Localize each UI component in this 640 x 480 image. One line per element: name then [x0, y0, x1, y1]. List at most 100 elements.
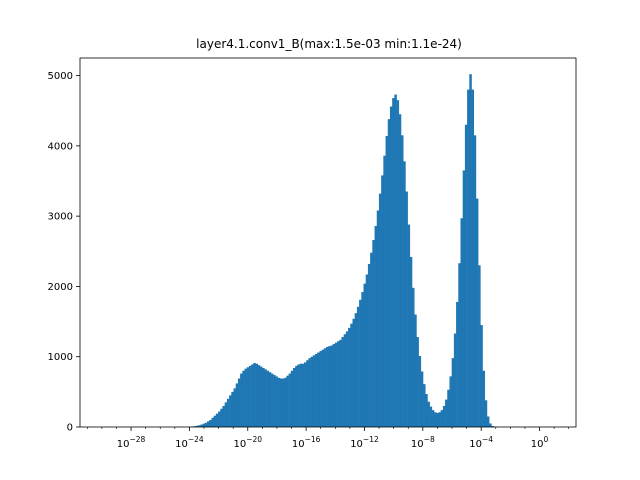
histogram-bar	[405, 191, 408, 427]
histogram-bar	[273, 374, 276, 427]
histogram-bar	[317, 352, 320, 427]
histogram-bar	[403, 161, 406, 427]
histogram-bar	[277, 377, 281, 427]
histogram-bar	[341, 337, 344, 427]
histogram-bar	[348, 327, 351, 427]
histogram-bar	[359, 299, 362, 427]
y-tick-label: 1000	[48, 352, 73, 363]
histogram-bar	[255, 363, 259, 427]
histogram-bar	[284, 377, 287, 427]
x-tick-label: 10−12	[350, 435, 379, 450]
histogram-bar	[257, 365, 261, 427]
histogram-bar	[431, 410, 435, 427]
histogram-bar	[326, 346, 329, 427]
histogram-bar	[473, 135, 477, 427]
histogram-bar	[361, 292, 364, 427]
histogram-bar	[409, 256, 413, 427]
histogram-bar	[480, 325, 483, 427]
histogram-bar	[372, 240, 375, 427]
histogram-bar	[434, 412, 437, 427]
y-tick-label: 3000	[48, 212, 73, 223]
histogram-bar	[363, 283, 367, 427]
histogram-bar	[423, 384, 426, 427]
histogram-bar	[193, 426, 197, 427]
histogram-bar	[237, 378, 241, 427]
y-axis: 0 1000 2000 3000 4000 5000	[48, 71, 80, 434]
histogram-bar	[440, 410, 444, 427]
chart-title: layer4.1.conv1_B(max:1.5e-03 min:1.1e-24…	[196, 37, 462, 51]
histogram-bar	[198, 425, 201, 427]
histogram-bar	[352, 318, 355, 427]
histogram-bar	[350, 323, 353, 427]
histogram-bar	[398, 114, 402, 427]
histogram-bar	[310, 356, 314, 427]
histogram-bar	[442, 405, 446, 427]
histogram-bar	[471, 89, 475, 427]
histogram-bar	[290, 370, 294, 427]
histogram-bar	[436, 412, 439, 427]
histogram-bar	[387, 119, 391, 428]
histogram-bar	[449, 376, 452, 427]
histogram-bar	[400, 135, 404, 427]
histogram-bar	[467, 89, 470, 427]
plot-frame	[79, 57, 577, 428]
histogram-bar	[202, 423, 206, 427]
histogram-bar	[389, 106, 393, 427]
x-tick-label: 10−20	[233, 435, 262, 450]
histogram-bar	[491, 425, 494, 427]
histogram-bar	[356, 306, 360, 427]
histogram-bar	[418, 356, 422, 427]
histogram-bar	[200, 424, 203, 427]
histogram-bar	[451, 358, 455, 427]
histogram-bar	[312, 355, 316, 427]
histogram-bar	[394, 94, 397, 428]
histogram-bar	[354, 313, 358, 427]
histogram-bar	[475, 198, 479, 427]
histogram-bar	[396, 100, 400, 428]
histogram-bar	[332, 344, 336, 427]
histogram-bar	[383, 155, 386, 427]
histogram-bar	[385, 136, 389, 427]
histogram-bars	[189, 74, 499, 428]
histogram-bar	[427, 401, 430, 427]
histogram-bar	[215, 413, 219, 427]
histogram-bar	[308, 358, 311, 427]
histogram-bar	[323, 348, 327, 427]
histogram-bar	[207, 421, 210, 427]
histogram-bar	[392, 98, 395, 427]
x-tick-label: 100	[531, 435, 549, 450]
histogram-bar	[374, 225, 378, 427]
histogram-bar	[279, 378, 283, 427]
histogram-bar	[299, 363, 303, 427]
histogram-bar	[378, 193, 382, 427]
histogram-bar	[268, 372, 272, 427]
histogram-bar	[240, 373, 243, 427]
x-tick-label: 10−16	[292, 435, 321, 450]
x-tick-label: 10−4	[469, 435, 493, 450]
histogram-bar	[231, 391, 234, 427]
histogram-bar	[367, 263, 371, 427]
histogram-bar	[235, 383, 239, 427]
histogram-bar	[211, 417, 214, 427]
histogram-bar	[343, 334, 347, 427]
histogram-bar	[248, 365, 252, 427]
histogram-bar	[414, 314, 417, 427]
histogram-bar	[337, 341, 340, 427]
histogram-bar	[244, 368, 248, 427]
histogram-bar	[460, 218, 463, 427]
x-tick-label: 10−8	[411, 435, 435, 450]
histogram-bar	[412, 287, 415, 427]
histogram-bar	[220, 408, 223, 427]
histogram-bar	[295, 365, 298, 427]
histogram-bar	[275, 376, 278, 427]
histogram-bar	[224, 402, 228, 427]
histogram-bar	[438, 412, 441, 427]
y-tick-label: 5000	[48, 71, 73, 82]
x-tick-label: 10−24	[175, 435, 204, 450]
histogram-bar	[306, 360, 309, 427]
histogram-bar	[445, 399, 448, 427]
histogram-bar	[218, 411, 221, 427]
histogram-bar	[407, 224, 411, 427]
histogram-bar	[458, 263, 461, 427]
